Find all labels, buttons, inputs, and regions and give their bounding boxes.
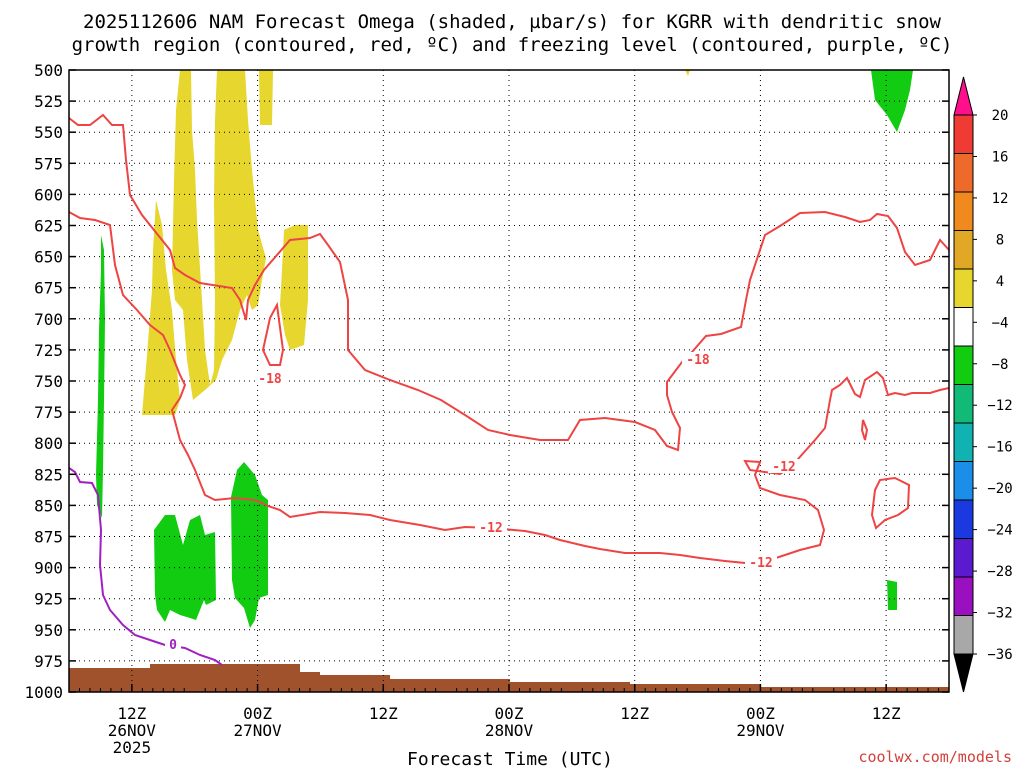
contour-minus12-loop-b (870, 476, 911, 530)
y-tick-label: 1000 (24, 683, 63, 702)
colorbar-label: −36 (987, 647, 1012, 663)
x-tick-time: 12Z (872, 704, 901, 723)
y-tick-label: 775 (34, 403, 63, 422)
colorbar-band (953, 538, 974, 578)
contour-label-zero: 0 (169, 638, 177, 653)
y-tick-label: 950 (34, 621, 63, 640)
contour-label-minus18-b: -18 (686, 353, 710, 368)
colorbar-band (953, 114, 974, 154)
colorbar-label: −12 (987, 398, 1012, 414)
chart-title-line-2: growth region (contoured, red, ºC) and f… (72, 34, 953, 56)
x-axis-label: Forecast Time (UTC) (407, 749, 613, 768)
colorbar-band (953, 461, 974, 501)
y-tick-label: 925 (34, 590, 63, 609)
contour-label-minus12-a: -12 (479, 521, 502, 536)
contour-minus12-main (68, 211, 950, 565)
colorbar-label: −32 (987, 606, 1012, 622)
contour-minus12-loop-a (860, 419, 869, 441)
colorbar-top-arrow (953, 76, 974, 116)
y-tick-label: 550 (34, 123, 63, 142)
x-tick-time: 00Z (495, 704, 524, 723)
y-axis: 500 525 550 575 600 625 650 675 700 725 750 775 800 8… (24, 61, 949, 702)
colorbar-label: 20 (992, 108, 1009, 124)
colorbar-label: 16 (992, 149, 1009, 165)
colorbar-bottom-arrow (953, 653, 974, 693)
y-tick-label: 800 (34, 434, 63, 453)
contour-minus18-main (68, 113, 950, 452)
colorbar-band (953, 499, 974, 539)
colorbar-band (953, 307, 974, 347)
dgz-contours (68, 113, 950, 565)
colorbar-band (953, 615, 974, 655)
y-tick-label: 725 (34, 341, 63, 360)
terrain-surface (69, 664, 949, 692)
colorbar-label: −16 (987, 440, 1012, 456)
y-tick-label: 825 (34, 465, 63, 484)
contour-label-minus12-c: -12 (772, 460, 795, 475)
x-tick-time: 12Z (369, 704, 398, 723)
x-tick-date: 26NOV (108, 721, 157, 740)
y-tick-label: 750 (34, 372, 63, 391)
x-tick-date: 27NOV (233, 721, 282, 740)
colorbar-band (953, 230, 974, 270)
colorbar-band (953, 268, 974, 308)
y-tick-label: 975 (34, 652, 63, 671)
contour-label-minus18-a: -18 (258, 372, 282, 387)
contour-minus18-loop (261, 301, 285, 366)
colorbar: 20 16 12 8 4 −4 −8 −12 −16 −20 −24 −28 −32 −36 (953, 76, 1013, 693)
colorbar-band (953, 422, 974, 462)
colorbar-band (953, 153, 974, 193)
colorbar-band (953, 191, 974, 231)
colorbar-label: −8 (992, 357, 1009, 373)
y-tick-label: 625 (34, 217, 63, 236)
x-tick-time: 00Z (746, 704, 775, 723)
omega-positive-shading (142, 70, 690, 415)
x-tick-time: 12Z (117, 704, 146, 723)
colorbar-band (953, 345, 974, 385)
chart-title-line-1: 2025112606 NAM Forecast Omega (shaded, µ… (83, 11, 941, 33)
x-tick-date: 28NOV (485, 721, 534, 740)
y-tick-label: 700 (34, 310, 63, 329)
y-tick-label: 575 (34, 154, 63, 173)
colorbar-label: −20 (987, 481, 1012, 497)
y-tick-label: 875 (34, 528, 63, 547)
omega-negative-shading (96, 70, 913, 628)
freezing-level-contour (68, 467, 223, 666)
colorbar-label: −28 (987, 564, 1012, 580)
y-tick-label: 675 (34, 279, 63, 298)
colorbar-label: 8 (996, 232, 1004, 248)
colorbar-band (953, 384, 974, 424)
colorbar-label: 4 (996, 274, 1004, 290)
colorbar-label: −4 (992, 315, 1009, 331)
y-tick-label: 600 (34, 185, 63, 204)
x-tick-time: 12Z (620, 704, 649, 723)
y-tick-label: 500 (34, 61, 63, 80)
x-tick-year: 2025 (113, 738, 152, 757)
gridlines (69, 70, 949, 692)
contour-labels: -18 -18 -12 -12 -12 0 (165, 352, 800, 653)
y-tick-label: 650 (34, 248, 63, 267)
y-tick-label: 525 (34, 92, 63, 111)
credit-text: coolwx.com/models (858, 748, 1012, 766)
colorbar-label: 12 (992, 191, 1009, 207)
colorbar-band (953, 576, 974, 616)
contour-label-minus12-b: -12 (749, 556, 772, 571)
x-tick-date: 29NOV (736, 721, 785, 740)
y-tick-label: 900 (34, 559, 63, 578)
y-tick-label: 850 (34, 496, 63, 515)
x-tick-time: 00Z (243, 704, 272, 723)
colorbar-label: −24 (987, 523, 1012, 539)
